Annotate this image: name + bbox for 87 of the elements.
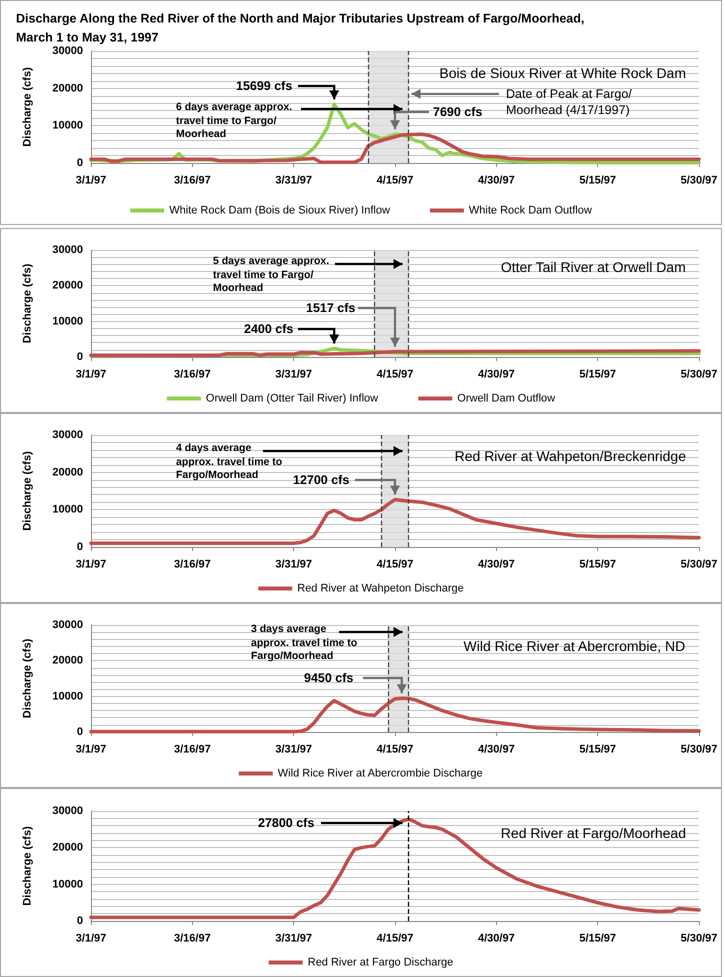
x-tick-label: 5/15/97 bbox=[579, 368, 616, 380]
x-tick-label: 5/30/97 bbox=[680, 932, 718, 944]
x-tick-label: 5/15/97 bbox=[579, 174, 616, 186]
text: Red River at Wahpeton/Breckenridge bbox=[454, 448, 686, 464]
x-tick-label: 3/1/97 bbox=[76, 368, 106, 380]
annotation: 7690 cfs bbox=[433, 104, 482, 120]
legend-label: Red River at Fargo Discharge bbox=[308, 956, 454, 968]
line-series bbox=[89, 498, 701, 546]
legend-label: Orwell Dam Outflow bbox=[457, 392, 556, 404]
x-tick-label: 5/30/97 bbox=[680, 558, 718, 570]
x-tick-label: 5/30/97 bbox=[680, 744, 718, 756]
x-tick-label: 5/30/97 bbox=[680, 368, 718, 380]
y-tick-label: 10000 bbox=[52, 120, 83, 132]
x-tick-label: 3/31/97 bbox=[275, 368, 312, 380]
y-axis-title: Discharge (cfs) bbox=[22, 638, 34, 718]
y-tick-label: 30000 bbox=[52, 619, 83, 631]
text: Wild Rice River at Abercrombie, ND bbox=[464, 638, 686, 654]
annotation: 3 days average approx. travel time to Fargo/Moorhead bbox=[251, 623, 358, 664]
x-tick-label: 3/1/97 bbox=[76, 744, 106, 756]
x-tick-label: 4/30/97 bbox=[478, 932, 515, 944]
annotation: Date of Peak at Fargo/ Moorhead (4/17/1997) bbox=[506, 86, 633, 118]
x-tick-label: 4/15/97 bbox=[376, 932, 414, 944]
y-tick-label: 20000 bbox=[52, 466, 83, 478]
x-tick-label: 3/1/97 bbox=[76, 932, 106, 944]
annotation: 2400 cfs bbox=[244, 321, 294, 338]
x-tick-label: 4/15/97 bbox=[376, 744, 414, 756]
x-tick-label: 4/30/97 bbox=[478, 174, 515, 186]
y-tick-label: 10000 bbox=[52, 878, 83, 890]
y-tick-label: 20000 bbox=[52, 842, 83, 854]
y-tick-label: 0 bbox=[76, 541, 83, 553]
x-tick-label: 3/31/97 bbox=[275, 932, 312, 944]
x-tick-label: 4/15/97 bbox=[376, 174, 414, 186]
x-tick-label: 4/15/97 bbox=[376, 558, 414, 570]
x-tick-label: 3/1/97 bbox=[76, 174, 106, 186]
annotation: 5 days average approx. travel time to Fargo/ Moorhead bbox=[213, 255, 330, 296]
y-tick-label: 0 bbox=[76, 726, 83, 738]
y-tick-label: 10000 bbox=[52, 504, 83, 516]
y-tick-label: 30000 bbox=[52, 805, 83, 817]
y-tick-label: 10000 bbox=[52, 315, 83, 328]
y-tick-label: 0 bbox=[76, 915, 83, 927]
y-tick-label: 0 bbox=[76, 157, 83, 169]
x-tick-label: 3/16/97 bbox=[174, 558, 211, 570]
x-tick-label: 3/31/97 bbox=[275, 744, 312, 756]
annotation: 12700 cfs bbox=[293, 472, 350, 488]
x-tick-label: 3/31/97 bbox=[275, 558, 312, 570]
legend-label: Orwell Dam (Otter Tail River) Inflow bbox=[206, 392, 378, 404]
y-tick-label: 0 bbox=[76, 351, 83, 363]
annotation: 4 days average approx. travel time to Fargo/Moorhead bbox=[176, 442, 284, 483]
x-tick-label: 4/30/97 bbox=[478, 558, 515, 570]
legend-label: Red River at Wahpeton Discharge bbox=[297, 582, 464, 594]
text: Otter Tail River at Orwell Dam bbox=[500, 259, 686, 275]
x-tick-label: 3/16/97 bbox=[174, 368, 211, 380]
text: Bois de Sioux River at White Rock Dam bbox=[439, 65, 686, 81]
y-tick-label: 10000 bbox=[52, 690, 83, 702]
text: Red River at Fargo/Moorhead bbox=[500, 825, 686, 841]
y-tick-label: 20000 bbox=[52, 280, 83, 292]
x-tick-label: 4/15/97 bbox=[376, 368, 414, 380]
y-axis-title: Discharge (cfs) bbox=[22, 66, 34, 147]
x-tick-label: 3/16/97 bbox=[174, 932, 211, 944]
y-axis-title: Discharge (cfs) bbox=[22, 826, 34, 906]
x-tick-label: 3/31/97 bbox=[275, 174, 312, 186]
y-tick-label: 30000 bbox=[52, 244, 83, 256]
legend-label: Wild Rice River at Abercrombie Discharge bbox=[278, 768, 483, 780]
y-axis-title: Discharge (cfs) bbox=[22, 263, 34, 344]
x-tick-label: 4/30/97 bbox=[478, 368, 515, 380]
y-axis-title: Discharge (cfs) bbox=[22, 450, 34, 531]
annotation: 9450 cfs bbox=[304, 670, 354, 686]
x-tick-label: 3/16/97 bbox=[174, 744, 211, 756]
x-tick-label: 3/1/97 bbox=[76, 558, 106, 570]
annotation: 15699 cfs bbox=[236, 78, 292, 94]
annotation: 27800 cfs bbox=[258, 815, 314, 832]
x-tick-label: 5/15/97 bbox=[579, 744, 616, 756]
line-series bbox=[89, 817, 701, 920]
x-tick-label: 5/30/97 bbox=[680, 174, 718, 186]
y-tick-label: 30000 bbox=[52, 45, 83, 57]
legend-label: White Rock Dam (Bois de Sioux River) Inflow bbox=[169, 204, 390, 216]
legend-label: White Rock Dam Outflow bbox=[468, 204, 592, 216]
x-tick-label: 4/30/97 bbox=[478, 744, 515, 756]
chart-title: Discharge Along the Red River of the North and Major Tributaries Upstream of Fargo/Moorhead, March 1 to May 31, 1997 bbox=[16, 12, 588, 44]
x-tick-label: 5/15/97 bbox=[579, 558, 616, 570]
y-tick-label: 20000 bbox=[52, 82, 83, 94]
y-tick-label: 20000 bbox=[52, 654, 83, 667]
annotation: 6 days average approx. travel time to Fargo/ Moorhead bbox=[176, 101, 294, 142]
x-tick-label: 5/15/97 bbox=[579, 932, 616, 944]
annotation: 1517 cfs bbox=[306, 300, 356, 316]
y-tick-label: 30000 bbox=[52, 429, 83, 441]
x-tick-label: 3/16/97 bbox=[174, 174, 211, 186]
